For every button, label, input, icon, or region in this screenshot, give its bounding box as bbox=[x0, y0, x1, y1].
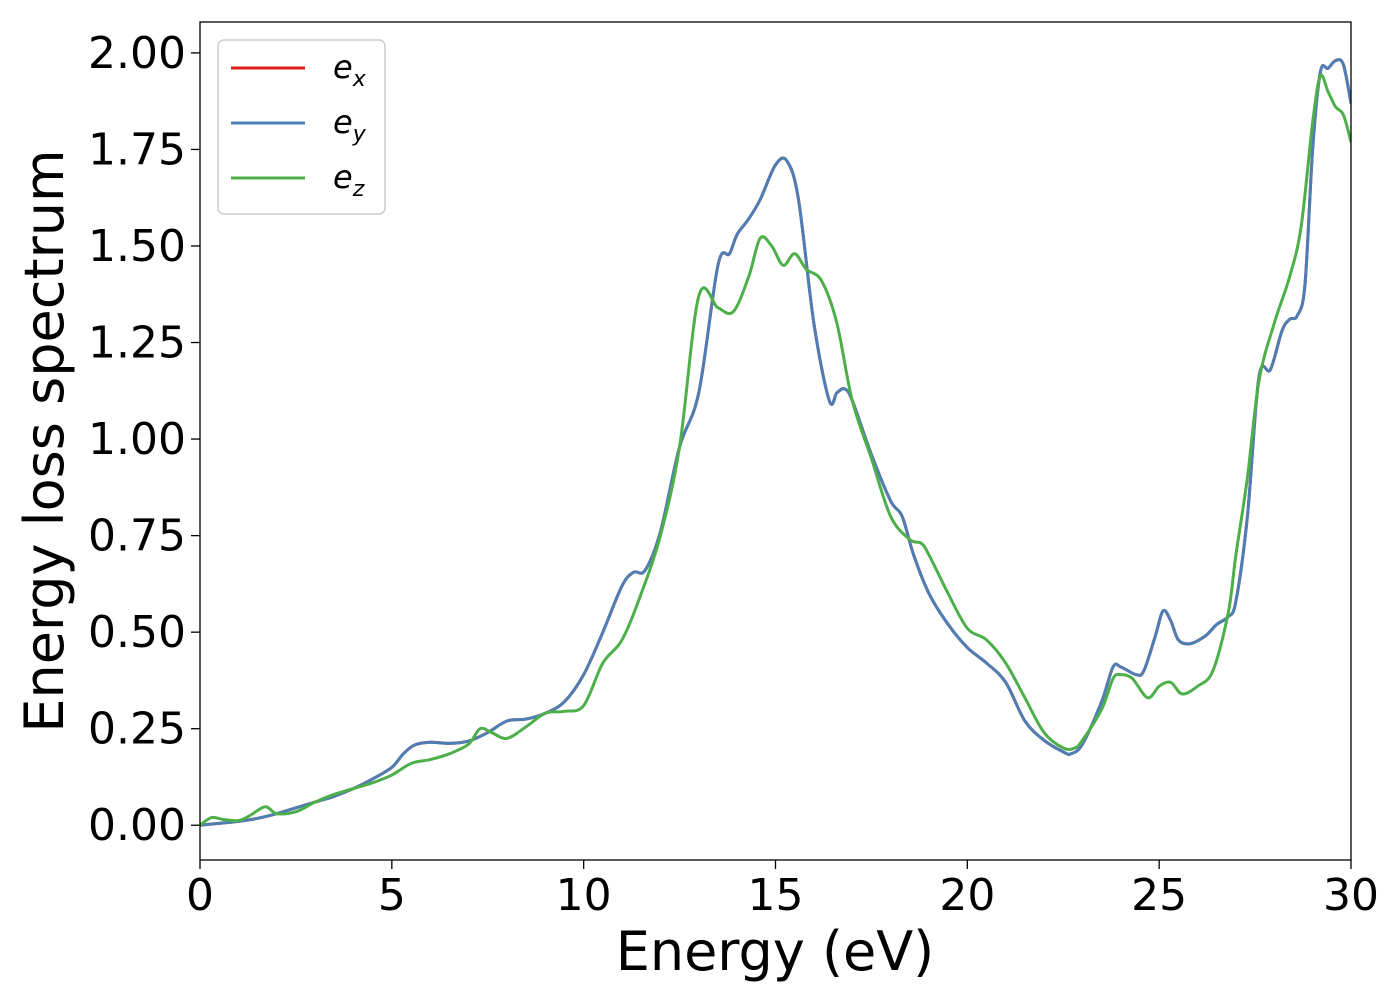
y-tick-label: 0.25 bbox=[88, 704, 186, 755]
legend-box bbox=[217, 39, 386, 215]
x-tick-label: 5 bbox=[378, 870, 406, 921]
y-axis-ticks: 0.00 0.25 0.50 0.75 1.00 1.25 1.50 1.75 2.00 bbox=[88, 28, 200, 851]
y-tick-label: 0.50 bbox=[88, 607, 186, 658]
y-tick-label: 1.25 bbox=[88, 318, 186, 369]
series-line-e-z bbox=[200, 73, 1351, 827]
x-tick-label: 20 bbox=[939, 870, 995, 921]
legend-label-e-z: ez bbox=[333, 158, 365, 202]
x-tick-label: 25 bbox=[1131, 870, 1187, 921]
legend: ex ey ez bbox=[217, 39, 386, 215]
y-tick-label: 1.50 bbox=[88, 221, 186, 272]
y-axis-title: Energy loss spectrum bbox=[13, 149, 76, 732]
y-tick-label: 0.00 bbox=[88, 800, 186, 851]
x-tick-label: 0 bbox=[186, 870, 214, 921]
y-tick-label: 1.00 bbox=[88, 414, 186, 465]
x-tick-label: 15 bbox=[748, 870, 804, 921]
y-tick-label: 1.75 bbox=[88, 124, 186, 175]
legend-label-e-y: ey bbox=[333, 103, 367, 147]
series-lines bbox=[200, 58, 1351, 827]
x-tick-label: 10 bbox=[556, 870, 612, 921]
legend-label-e-x: ex bbox=[333, 48, 367, 92]
x-axis-title: Energy (eV) bbox=[616, 920, 935, 983]
plot-area bbox=[200, 58, 1351, 827]
y-tick-label: 2.00 bbox=[88, 28, 186, 79]
y-tick-label: 0.75 bbox=[88, 511, 186, 562]
x-axis-ticks: 0 5 10 15 20 25 30 bbox=[186, 860, 1379, 921]
x-tick-label: 30 bbox=[1323, 870, 1379, 921]
